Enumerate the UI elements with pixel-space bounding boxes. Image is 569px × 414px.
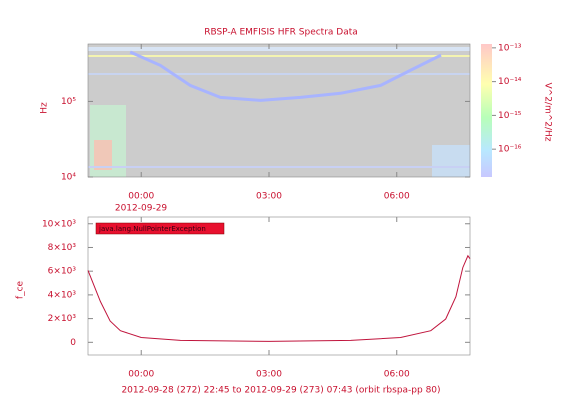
spectrogram-background (88, 44, 470, 177)
spectrogram-band (88, 47, 470, 51)
colorbar-tick-label: 10⁻¹⁴ (498, 77, 522, 87)
x-tick-label: 00:00 (128, 192, 154, 202)
x-tick-label: 03:00 (256, 370, 282, 380)
annotation-text: java.lang.NullPointerException (98, 225, 206, 233)
colorbar-tick-label: 10⁻¹⁶ (498, 145, 522, 155)
spectrogram-band (88, 55, 470, 57)
x-tick-label: 00:00 (128, 370, 154, 380)
x-axis-label: 2012-09-28 (272) 22:45 to 2012-09-29 (27… (121, 386, 440, 396)
annotation-box (95, 222, 225, 235)
colorbar-label: V^2/m^2/Hz (543, 82, 553, 141)
y-tick-label: 2×10³ (48, 314, 77, 324)
y-tick-label: 0 (70, 338, 76, 348)
y-tick-label: 10⁵ (61, 97, 76, 107)
x-tick-label: 03:00 (256, 192, 282, 202)
colorbar (481, 44, 492, 177)
date-label: 2012-09-29 (115, 204, 168, 214)
y-tick-label: 6×10³ (48, 267, 77, 277)
y-axis-label: Hz (40, 102, 50, 114)
x-tick-label: 06:00 (384, 370, 410, 380)
y-tick-label: 10×10³ (42, 219, 76, 229)
y-tick-label: 4×10³ (48, 290, 77, 300)
spectrogram-band (88, 73, 470, 75)
plot-frame (87, 216, 471, 356)
annotation: java.lang.NullPointerException (95, 222, 225, 235)
chart-title: RBSP-A EMFISIS HFR Spectra Data (204, 28, 358, 38)
y-axis-label: f_ce (16, 280, 26, 299)
spectrogram-patch (94, 140, 112, 170)
colorbar-tick-label: 10⁻¹⁵ (498, 111, 522, 121)
spectrogram-patch (432, 145, 470, 177)
spectrogram-band (88, 166, 470, 168)
colorbar-tick-label: 10⁻¹³ (498, 43, 522, 53)
line (87, 254, 471, 342)
spectral-line (129, 50, 442, 102)
x-tick-label: 06:00 (384, 192, 410, 202)
y-tick-label: 8×10³ (48, 243, 77, 253)
plot-frame (87, 43, 471, 178)
y-tick-label: 10⁴ (61, 173, 76, 183)
